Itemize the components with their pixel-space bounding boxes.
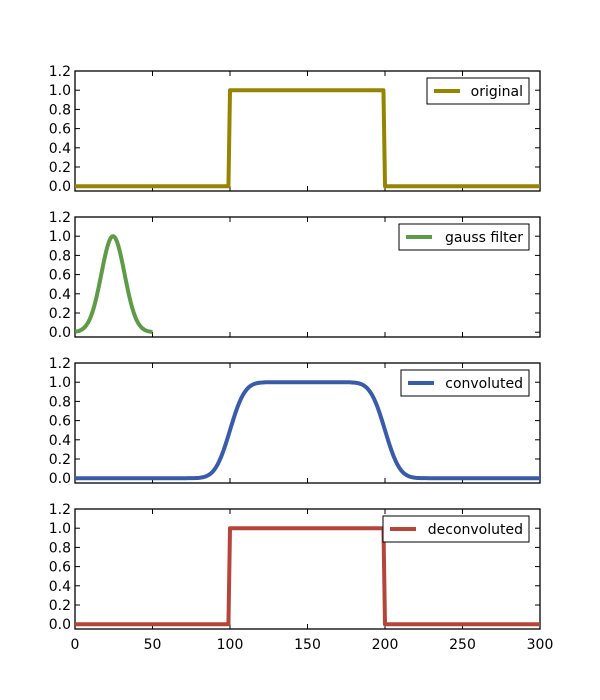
subplot-4: 0.0 0.2 0.4 0.6 0.8 1.0 1.2 0 50 100 150 200 250 300 d…: [49, 502, 554, 653]
series-line-convoluted: [75, 380, 540, 481]
subplot-3: 0.0 0.2 0.4 0.6 0.8 1.0 1.2 convoluted: [49, 356, 541, 487]
ytick-label: 1.2: [49, 210, 71, 226]
legend-label: gauss filter: [445, 230, 523, 246]
legend-label: original: [471, 84, 523, 100]
ytick-label: 0.6: [49, 268, 71, 284]
ytick-label: 0.6: [49, 560, 71, 576]
xtick-label: 50: [144, 637, 162, 653]
ytick-label: 0.4: [49, 287, 71, 303]
xtick-label: 200: [372, 637, 399, 653]
subplot-2: 0.0 0.2 0.4 0.6 0.8 1.0 1.2 gauss filter: [49, 210, 541, 341]
series-line-deconvoluted: [75, 526, 540, 627]
ytick-label: 0.2: [49, 452, 71, 468]
subplot-1: 0.0 0.2 0.4 0.6 0.8 1.0 1.2 original: [49, 64, 541, 195]
ytick-label: 1.0: [49, 521, 71, 537]
ytick-label: 0.0: [49, 617, 71, 633]
legend: convoluted: [400, 369, 530, 397]
legend-label: deconvoluted: [428, 522, 523, 538]
xtick-label: 0: [71, 637, 80, 653]
ytick-label: 1.0: [49, 229, 71, 245]
ytick-label: 0.8: [49, 102, 71, 118]
ytick-label: 1.2: [49, 502, 71, 518]
ytick-label: 1.0: [49, 375, 71, 391]
ytick-label: 0.4: [49, 141, 71, 157]
xtick-label: 100: [217, 637, 244, 653]
ytick-label: 0.2: [49, 598, 71, 614]
ytick-label: 0.8: [49, 394, 71, 410]
ytick-label: 0.4: [49, 579, 71, 595]
legend: original: [426, 77, 530, 105]
subplot-stack: 0.00.20.40.60.81.01.2original0.00.20.40.…: [49, 64, 554, 653]
ytick-label: 1.2: [49, 64, 71, 80]
ytick-label: 0.2: [49, 160, 71, 176]
ytick-label: 1.0: [49, 83, 71, 99]
ytick-label: 0.6: [49, 414, 71, 430]
ytick-label: 1.2: [49, 356, 71, 372]
ytick-label: 0.8: [49, 248, 71, 264]
ytick-label: 0.0: [49, 179, 71, 195]
ytick-label: 0.8: [49, 540, 71, 556]
legend: deconvoluted: [382, 515, 530, 543]
xtick-label: 150: [294, 637, 321, 653]
xtick-label: 250: [449, 637, 476, 653]
legend-label: convoluted: [445, 376, 523, 392]
series-line-original: [75, 88, 540, 189]
ytick-label: 0.2: [49, 306, 71, 322]
ytick-label: 0.4: [49, 433, 71, 449]
xtick-label: 300: [527, 637, 554, 653]
ytick-label: 0.0: [49, 471, 71, 487]
ytick-label: 0.6: [49, 122, 71, 138]
legend: gauss filter: [398, 223, 530, 251]
ytick-label: 0.0: [49, 325, 71, 341]
series-line-gauss-filter: [75, 234, 154, 334]
